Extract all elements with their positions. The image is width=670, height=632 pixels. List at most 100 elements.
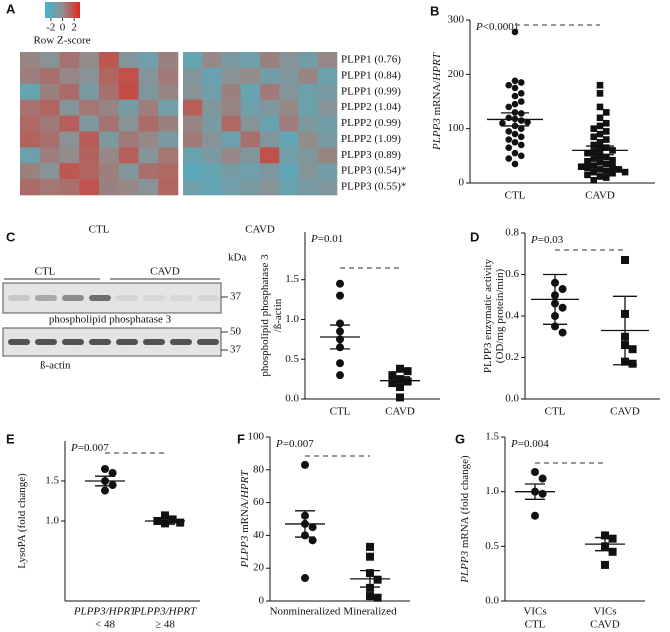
- heatmap-cell: [221, 52, 242, 69]
- heatmap-cell: [183, 99, 203, 116]
- heatmap-cell: [183, 83, 203, 100]
- y-axis-label: PLPP3 mRNA (fold change): [459, 455, 471, 584]
- data-point: [517, 117, 525, 124]
- heatmap-cell: [221, 67, 242, 85]
- p-part: =0.004: [518, 438, 549, 450]
- panel-letter: C: [6, 229, 16, 244]
- size-label: 37: [230, 344, 242, 356]
- heatmap-cell: [39, 99, 60, 116]
- y-tick-label: 1.0: [485, 485, 499, 497]
- heatmap-cell: [183, 52, 203, 69]
- data-point: [511, 28, 519, 36]
- blot-band: [62, 295, 84, 301]
- row-label: PLPP3 (0.89): [341, 149, 401, 161]
- heatmap-cell: [279, 52, 299, 69]
- heatmap-cell: [158, 99, 179, 116]
- data-point: [596, 138, 604, 146]
- blot-band: [89, 295, 111, 301]
- heatmap-cell: [79, 99, 100, 116]
- colorbar: [45, 2, 80, 18]
- data-point: [108, 469, 117, 477]
- x-tick-label: VICs: [593, 606, 616, 618]
- data-point: [609, 156, 616, 164]
- data-point: [596, 122, 604, 130]
- panel-letter: F: [237, 431, 245, 446]
- heatmap-cell: [260, 67, 280, 85]
- heatmap-cell: [59, 179, 80, 196]
- p-part: <0.0001: [483, 21, 519, 33]
- heatmap-cell: [240, 179, 261, 196]
- data-point: [608, 547, 617, 556]
- blot-image: [2, 282, 222, 314]
- data-point: [584, 164, 591, 172]
- data-point: [538, 474, 547, 483]
- data-point: [308, 523, 317, 532]
- panel-letter: G: [455, 431, 465, 446]
- group-label: CAVD: [150, 266, 180, 278]
- y-tick-label: 100: [248, 431, 265, 443]
- error-bar: [543, 273, 567, 325]
- heatmap-cell: [39, 147, 60, 164]
- p-part: =0.007: [283, 438, 314, 450]
- data-point: [615, 166, 623, 173]
- heatmap-cell: [317, 83, 338, 100]
- heatmap-cell: [20, 83, 41, 100]
- data-point: [161, 511, 169, 520]
- heatmap-cell: [138, 115, 159, 132]
- row-label: PLPP2 (0.99): [341, 117, 401, 129]
- error-bar: [95, 475, 115, 487]
- data-point: [609, 169, 616, 177]
- data-point: [596, 103, 604, 111]
- data-point: [505, 81, 513, 89]
- data-point: [621, 168, 629, 176]
- colorbar-label: Row Z-score: [33, 35, 90, 47]
- heatmap-cell: [20, 163, 41, 180]
- y-tick-label: 0.5: [485, 540, 499, 552]
- heatmap-cell: [158, 115, 179, 132]
- heatmap-cell: [59, 83, 80, 100]
- heatmap-cell: [279, 163, 299, 180]
- label-part: HPRT: [239, 470, 251, 499]
- label-part: /ß-actin: [272, 298, 284, 332]
- data-point: [108, 481, 117, 489]
- heatmap-cell: [183, 179, 203, 196]
- p-part: =0.01: [318, 233, 343, 245]
- data-point: [517, 152, 525, 160]
- p-value: P=0.01: [310, 233, 343, 245]
- data-point: [336, 359, 344, 368]
- data-point: [590, 125, 598, 132]
- data-point: [601, 531, 609, 540]
- heatmap-cell: [317, 147, 338, 164]
- error-bar: [613, 295, 637, 366]
- x-tick-label: CTL: [330, 406, 351, 418]
- y-tick-label: 0.0: [285, 393, 299, 405]
- y-tick-label: 1.5: [485, 431, 499, 443]
- heatmap-cell: [260, 52, 280, 69]
- heatmap-cell: [260, 131, 280, 148]
- blot-band: [62, 339, 84, 345]
- heatmap-cell: [221, 83, 242, 100]
- heatmap-cell: [202, 131, 222, 148]
- p-part: P: [475, 21, 483, 33]
- heatmap-cell: [118, 67, 139, 85]
- heatmap-cell: [183, 147, 203, 164]
- row-label: PLPP2 (1.09): [341, 133, 401, 145]
- data-point: [517, 90, 525, 97]
- data-point: [590, 133, 598, 141]
- error-bar: [501, 112, 529, 127]
- heatmap-cell: [240, 99, 261, 116]
- heatmap-cell: [202, 115, 222, 132]
- size-label: 50: [230, 326, 242, 338]
- heatmap-cell: [279, 99, 299, 116]
- label-part: PLPP3 enzymatic activity: [482, 258, 494, 373]
- heatmap-cell: [183, 163, 203, 180]
- data-point: [511, 77, 519, 85]
- heatmap-cell: [99, 67, 120, 85]
- heatmap-cell: [221, 115, 242, 132]
- y-axis-label: phospholipid phosphatase 3: [259, 254, 271, 377]
- heatmap-cell: [317, 179, 338, 196]
- data-point: [608, 534, 617, 543]
- data-point: [602, 128, 610, 135]
- heatmap-cell: [158, 52, 179, 69]
- panel-letter: A: [6, 1, 16, 16]
